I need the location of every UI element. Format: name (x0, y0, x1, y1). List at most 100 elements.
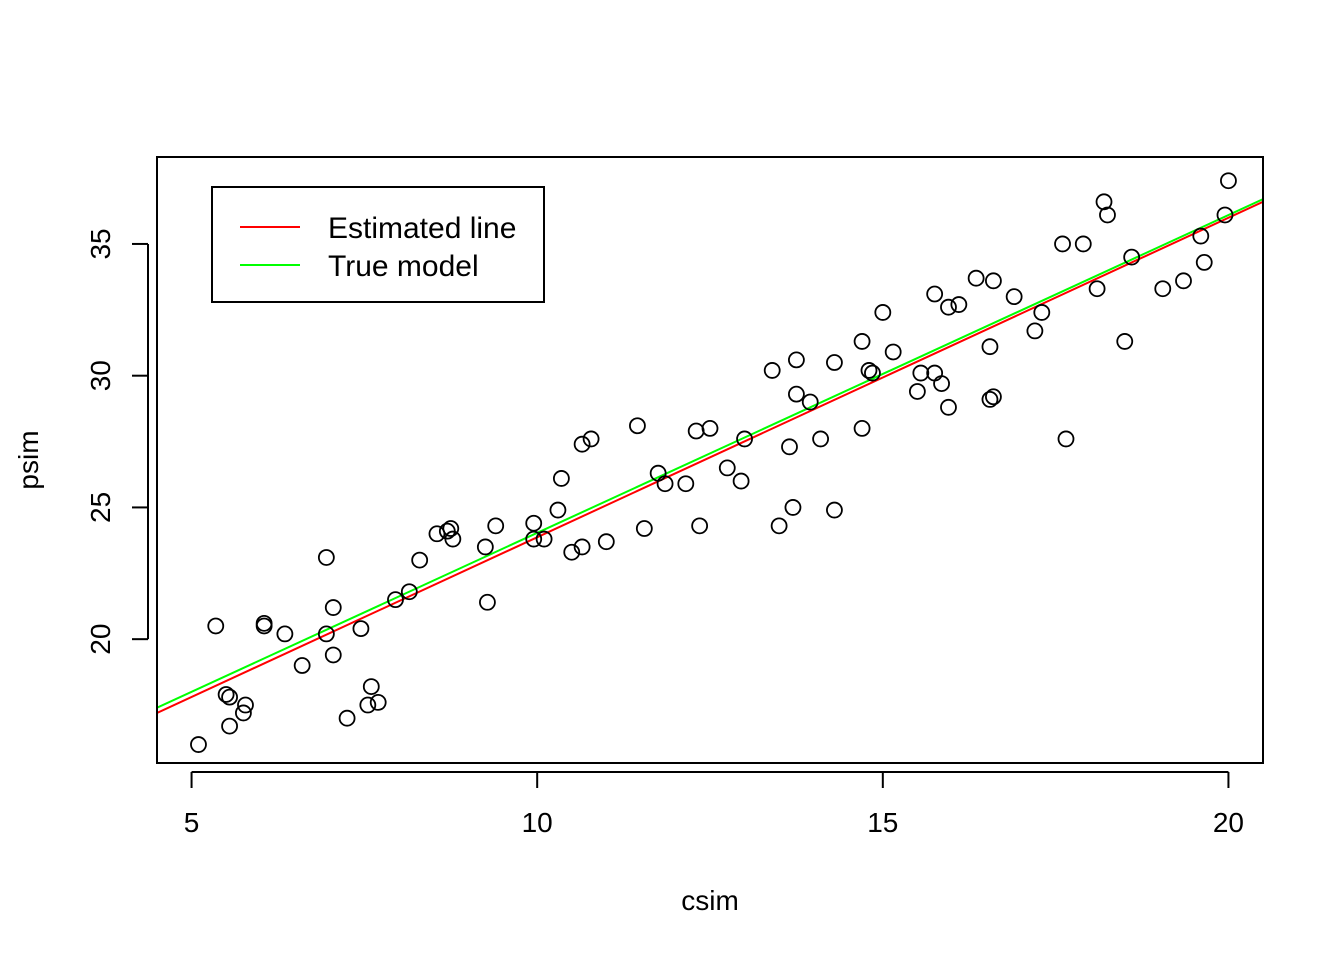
data-point (788, 385, 805, 403)
data-point (853, 333, 871, 350)
data-point (826, 354, 843, 371)
data-point (691, 517, 709, 535)
data-point (400, 583, 418, 601)
data-point (860, 362, 878, 379)
x-tick-label: 10 (522, 807, 553, 838)
data-point (781, 438, 798, 456)
data-point (317, 625, 335, 643)
data-point (763, 362, 781, 379)
data-point (324, 646, 342, 664)
y-tick-label: 30 (85, 360, 116, 391)
data-point (1195, 253, 1213, 271)
data-point (1054, 235, 1071, 253)
data-point (293, 657, 311, 674)
data-point (884, 343, 902, 361)
y-axis-label: psim (13, 430, 44, 489)
legend-label: True model (328, 250, 479, 283)
data-point (908, 383, 926, 400)
data-point (718, 459, 736, 477)
y-tick-label: 25 (85, 492, 116, 523)
data-point (535, 530, 553, 548)
data-point (387, 591, 404, 609)
data-point (549, 501, 567, 519)
data-point (732, 472, 750, 490)
data-point (912, 364, 930, 382)
data-point (190, 736, 207, 753)
x-axis-label: csim (681, 885, 739, 916)
data-point (864, 364, 881, 382)
data-point (442, 520, 460, 537)
data-point (701, 419, 719, 437)
data-point (1026, 322, 1044, 340)
x-tick-label: 5 (184, 807, 200, 838)
data-point (940, 298, 957, 316)
data-point (411, 551, 429, 569)
plot-frame (156, 156, 1264, 764)
data-point (788, 351, 805, 369)
data-point (597, 533, 615, 551)
data-point (255, 617, 273, 635)
data-point (656, 475, 674, 493)
data-point (1033, 304, 1051, 321)
data-point (1099, 206, 1116, 224)
data-point (1192, 227, 1210, 245)
data-point (985, 388, 1002, 406)
data-point (940, 398, 957, 416)
legend: Estimated line True model (211, 186, 545, 303)
y-tick-label: 20 (85, 624, 116, 655)
data-point (476, 538, 494, 556)
data-point (635, 520, 653, 537)
data-point (1220, 172, 1237, 190)
data-point (525, 530, 543, 548)
data-point (981, 390, 999, 408)
data-point (801, 393, 819, 411)
data-point (981, 338, 999, 356)
data-point (338, 709, 356, 727)
legend-box (211, 186, 545, 303)
data-point (853, 419, 871, 437)
data-point (1123, 248, 1141, 266)
data-point (1005, 288, 1023, 306)
data-point (207, 617, 225, 635)
data-point (933, 375, 950, 392)
data-point (812, 430, 829, 448)
data-point (1057, 430, 1075, 448)
data-point (369, 694, 387, 711)
data-point (237, 696, 254, 714)
data-point (1088, 280, 1106, 298)
data-point (552, 470, 570, 487)
data-point (736, 430, 753, 448)
data-point (221, 717, 238, 735)
x-axis: 5 10 15 20 (184, 771, 1244, 838)
x-tick-label: 15 (867, 807, 898, 838)
y-tick-label: 35 (85, 228, 116, 259)
data-point (1216, 206, 1234, 224)
data-point (573, 435, 591, 453)
data-point (582, 430, 600, 448)
data-point (826, 501, 843, 519)
data-point (926, 285, 944, 303)
data-point (573, 538, 591, 556)
data-point (324, 599, 342, 616)
data-point (221, 688, 238, 706)
data-point (317, 549, 335, 566)
data-point (770, 517, 788, 535)
data-point (217, 686, 235, 703)
legend-label: Estimated line (328, 212, 516, 245)
data-point (563, 543, 581, 561)
data-point (784, 499, 802, 516)
data-point (479, 593, 496, 611)
data-point (1175, 272, 1192, 290)
data-point (444, 530, 462, 548)
data-point (276, 625, 294, 643)
data-point (359, 696, 377, 714)
data-point (985, 272, 1002, 290)
data-point (362, 678, 380, 695)
data-point (1154, 280, 1172, 298)
data-point (967, 269, 985, 287)
data-point (1116, 333, 1134, 350)
x-tick-label: 20 (1213, 807, 1244, 838)
data-point (487, 517, 505, 535)
data-point (874, 304, 892, 321)
